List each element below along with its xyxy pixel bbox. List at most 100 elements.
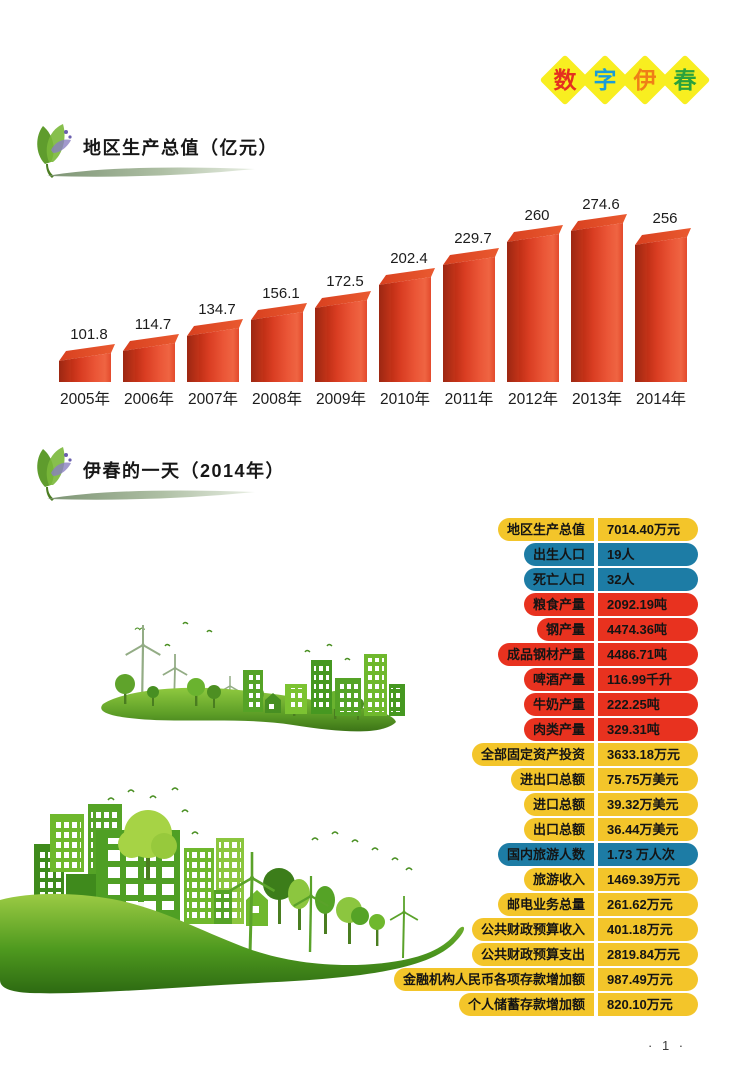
stat-value: 1469.39万元 [598,868,698,891]
stat-label-wrap: 牛奶产量 [384,693,594,716]
stat-row: 公共财政预算收入 401.18万元 [384,918,698,941]
stat-row: 地区生产总值 7014.40万元 [384,518,698,541]
stat-label: 钢产量 [536,618,594,641]
stat-value: 987.49万元 [598,968,698,991]
bar-value-label: 156.1 [262,285,300,302]
stat-label-wrap: 进出口总额 [384,768,594,791]
stat-row: 个人储蓄存款增加额 820.10万元 [384,993,698,1016]
stat-label: 全部固定资产投资 [471,743,594,766]
buildings [243,654,405,716]
stat-label: 进口总额 [523,793,594,816]
bar-category-label: 2006年 [124,390,174,408]
bar-category-label: 2005年 [60,390,110,408]
stat-label: 公共财政预算支出 [471,943,594,966]
stat-label-wrap: 粮食产量 [384,593,594,616]
stat-value: 2092.19吨 [598,593,698,616]
stat-label-wrap: 公共财政预算支出 [384,943,594,966]
stat-value: 4486.71吨 [598,643,698,666]
stat-label-wrap: 邮电业务总量 [384,893,594,916]
stat-row: 全部固定资产投资 3633.18万元 [384,743,698,766]
stat-label-wrap: 进口总额 [384,793,594,816]
stat-label: 牛奶产量 [523,693,594,716]
stat-label-wrap: 肉类产量 [384,718,594,741]
birds [107,787,413,871]
stat-row: 邮电业务总量 261.62万元 [384,893,698,916]
ground-swoosh [0,893,465,994]
swoosh-underline [47,167,255,177]
stat-row: 死亡人口 32人 [384,568,698,591]
bar-category-label: 2007年 [188,390,238,408]
bar-value-label: 260 [524,207,549,224]
bar-value-label: 134.7 [198,301,236,318]
stat-label: 旅游收入 [523,868,594,891]
bar-category-label: 2012年 [508,390,558,408]
masthead-character: 伊 [633,66,657,93]
stat-value: 36.44万美元 [598,818,698,841]
bar-category-label: 2008年 [252,390,302,408]
stat-row: 出口总额 36.44万美元 [384,818,698,841]
masthead-character: 字 [593,66,617,93]
bar-category-label: 2009年 [316,390,366,408]
stat-label-wrap: 公共财政预算收入 [384,918,594,941]
gdp-chart-area: 101.8 2005年 114.7 2006年 134.7 2007年 156.1 2008年… [42,186,714,418]
bar-value-label: 101.8 [70,326,108,343]
stat-row: 旅游收入 1469.39万元 [384,868,698,891]
stat-value: 7014.40万元 [598,518,698,541]
stat-label: 邮电业务总量 [497,893,594,916]
stat-label: 国内旅游人数 [497,843,594,866]
stat-row: 公共财政预算支出 2819.84万元 [384,943,698,966]
masthead-character: 数 [553,66,577,93]
stat-label-wrap: 国内旅游人数 [384,843,594,866]
stat-value: 32人 [598,568,698,591]
stat-label: 公共财政预算收入 [471,918,594,941]
bar-category-label: 2011年 [445,390,494,408]
stat-label-wrap: 钢产量 [384,618,594,641]
stat-row: 进口总额 39.32万美元 [384,793,698,816]
bar-category-label: 2014年 [636,390,686,408]
eco-city-illustration-upper [101,621,405,732]
stat-label: 金融机构人民币各项存款增加额 [393,968,594,991]
bar-value-label: 274.6 [582,196,620,213]
stat-label: 进出口总额 [510,768,594,791]
stat-row: 进出口总额 75.75万美元 [384,768,698,791]
stat-label: 肉类产量 [523,718,594,741]
stat-value: 820.10万元 [598,993,698,1016]
stat-value: 75.75万美元 [598,768,698,791]
stat-row: 肉类产量 329.31吨 [384,718,698,741]
stat-value: 4474.36吨 [598,618,698,641]
stat-row: 钢产量 4474.36吨 [384,618,698,641]
stat-label-wrap: 成品钢材产量 [384,643,594,666]
leaf-icon [37,124,72,178]
bar-category-label: 2010年 [380,390,430,408]
page-number: · 1 · [648,1038,687,1053]
stat-value: 329.31吨 [598,718,698,741]
small-trees [336,897,385,946]
stat-label-wrap: 啤酒产量 [384,668,594,691]
bar-value-label: 114.7 [135,316,171,333]
stat-label: 啤酒产量 [523,668,594,691]
section-title: 地区生产总值（亿元） [83,138,278,158]
stat-value: 261.62万元 [598,893,698,916]
stat-label: 粮食产量 [523,593,594,616]
section-header-one-day: 伊春的一天（2014年） [33,443,343,509]
stat-label: 出口总额 [523,818,594,841]
bar-value-label: 202.4 [390,250,428,267]
section-title: 伊春的一天（2014年） [83,461,286,481]
stat-label-wrap: 全部固定资产投资 [384,743,594,766]
masthead-character: 春 [673,66,697,93]
stat-label-wrap: 地区生产总值 [384,518,594,541]
stat-label-wrap: 死亡人口 [384,568,594,591]
stat-row: 国内旅游人数 1.73 万人次 [384,843,698,866]
gdp-bar-chart: 101.8 2005年 114.7 2006年 134.7 2007年 156.1 2008年… [59,196,691,408]
big-trees [118,810,335,934]
masthead-diamond: 春 [659,54,711,106]
bar-value-label: 172.5 [326,273,364,290]
stat-label-wrap: 个人储蓄存款增加额 [384,993,594,1016]
stat-value: 401.18万元 [598,918,698,941]
masthead-diamonds: 数字伊春 [539,54,711,106]
stat-label: 个人储蓄存款增加额 [458,993,594,1016]
stat-label-wrap: 出口总额 [384,818,594,841]
stat-label-wrap: 出生人口 [384,543,594,566]
stat-value: 39.32万美元 [598,793,698,816]
